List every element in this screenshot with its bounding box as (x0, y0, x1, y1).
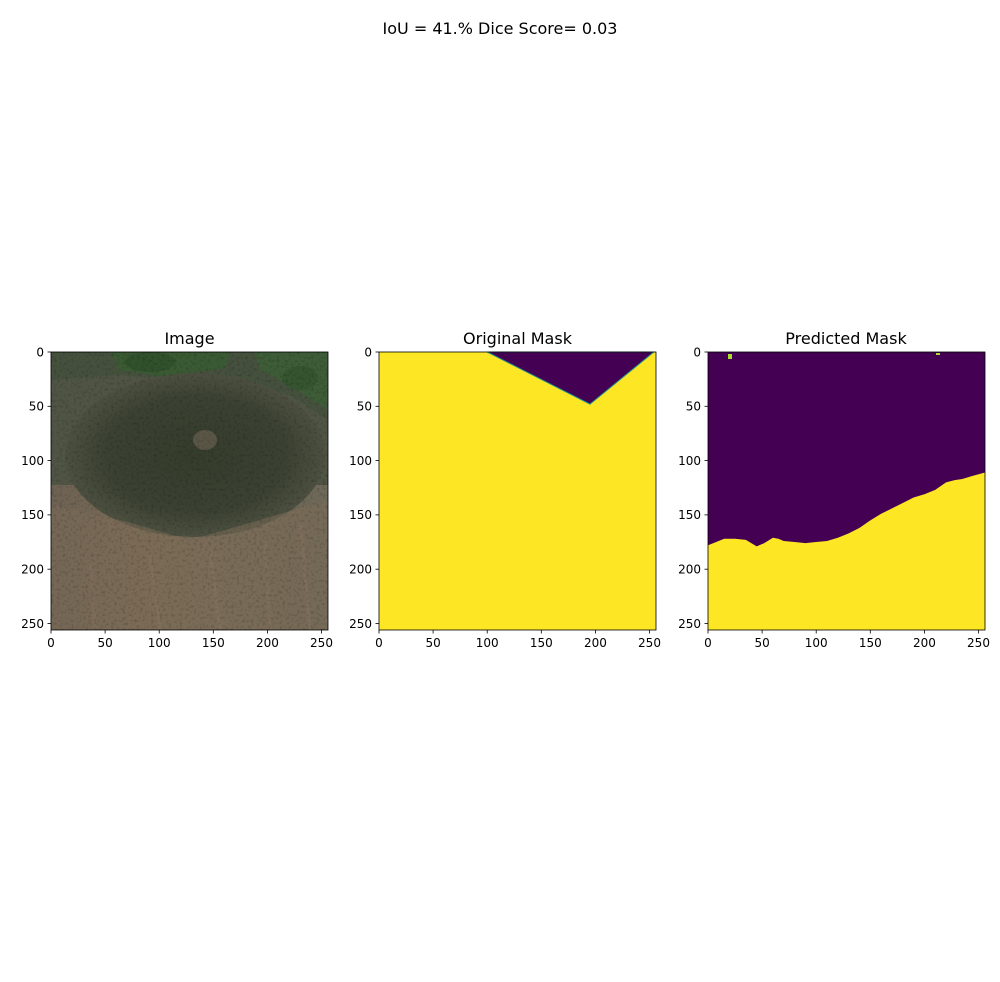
y-tick-label: 0 (36, 345, 44, 359)
y-tick-label: 200 (21, 562, 44, 576)
y-tick-label: 150 (349, 508, 372, 522)
panel-title-image: Image (164, 329, 214, 348)
x-tick-label: 150 (202, 636, 225, 650)
x-tick-label: 50 (754, 636, 769, 650)
predicted-mask-region (708, 472, 985, 630)
y-tick-label: 50 (357, 400, 372, 414)
predicted-mask-speck (728, 354, 732, 359)
x-tick-label: 250 (638, 636, 661, 650)
original-mask-background (379, 352, 656, 630)
x-tick-label: 0 (704, 636, 712, 650)
y-tick-label: 0 (693, 345, 701, 359)
y-tick-label: 100 (349, 454, 372, 468)
y-tick-label: 250 (678, 617, 701, 631)
figure-suptitle: IoU = 41.% Dice Score= 0.03 (383, 19, 618, 38)
y-tick-label: 50 (686, 400, 701, 414)
panel-predicted-mask: Predicted Mask 0 50 100 150 200 2500501001502… (678, 329, 990, 650)
y-tick-label: 100 (678, 454, 701, 468)
x-tick-label: 50 (97, 636, 112, 650)
y-tick-label: 150 (21, 508, 44, 522)
y-tick-label: 250 (21, 617, 44, 631)
axes-frame (378, 351, 657, 631)
axes-frame (50, 351, 329, 631)
x-tick-label: 200 (584, 636, 607, 650)
x-tick-label: 0 (47, 636, 55, 650)
x-tick-label: 150 (859, 636, 882, 650)
panel-original-mask: Original Mask 0 50 100 150 200 25005010015020… (349, 329, 661, 650)
x-tick-label: 250 (310, 636, 333, 650)
x-tick-label: 50 (425, 636, 440, 650)
y-tick-label: 50 (29, 400, 44, 414)
x-tick-label: 100 (805, 636, 828, 650)
x-tick-label: 200 (256, 636, 279, 650)
y-tick-label: 200 (349, 562, 372, 576)
x-tick-label: 100 (476, 636, 499, 650)
x-tick-label: 100 (148, 636, 171, 650)
satellite-image (51, 352, 328, 631)
predicted-mask-speck (936, 353, 940, 355)
y-tick-label: 0 (364, 345, 372, 359)
x-tick-label: 250 (967, 636, 990, 650)
y-tick-label: 200 (678, 562, 701, 576)
y-tick-label: 150 (678, 508, 701, 522)
panel-title-predicted-mask: Predicted Mask (785, 329, 907, 348)
x-tick-label: 150 (530, 636, 553, 650)
x-tick-label: 0 (375, 636, 383, 650)
x-tick-label: 200 (913, 636, 936, 650)
panel-title-original-mask: Original Mask (463, 329, 573, 348)
axes-frame (707, 351, 986, 631)
y-tick-label: 100 (21, 454, 44, 468)
y-tick-label: 250 (349, 617, 372, 631)
